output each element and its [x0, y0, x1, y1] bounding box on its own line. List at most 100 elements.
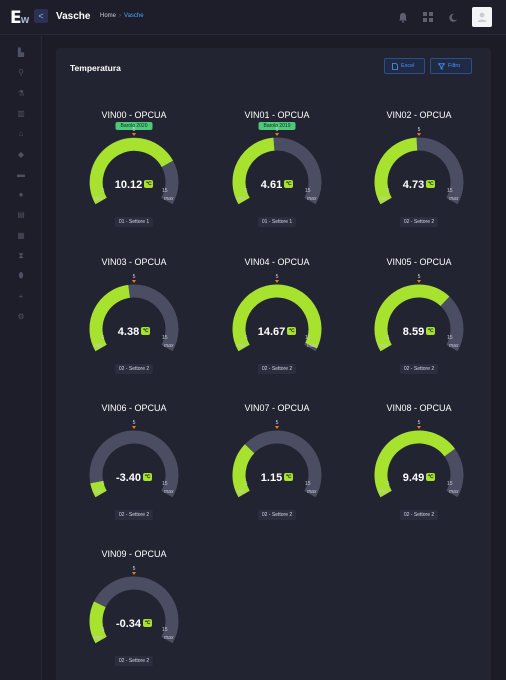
unit-icon: ℃ [144, 180, 154, 189]
min-label: min [94, 635, 103, 641]
max-value: 15 [162, 188, 168, 194]
hourglass-icon[interactable]: ⧗ [18, 251, 24, 260]
unit-icon: ℃ [284, 473, 294, 482]
gauge-fill [374, 284, 450, 352]
max-value: 15 [447, 188, 453, 194]
min-label: min [237, 196, 246, 202]
building-icon[interactable]: ⌂ [18, 129, 24, 139]
temperature-value: 1.15 [260, 472, 283, 484]
sector-badge: 02 - Settore 2 [257, 364, 297, 374]
breadcrumb-current[interactable]: Vasche [124, 13, 144, 19]
logo-sub-letter: W [20, 16, 30, 25]
setpoint-label: 5 [275, 419, 279, 426]
unit-icon: ℃ [284, 180, 294, 189]
temperature-value: -3.40 [115, 472, 142, 484]
gauge-3[interactable]: VIN03 - OPCUA 5 4.38 ℃ -5 15 min max 02 - Settor… [64, 257, 204, 387]
min-label: min [379, 489, 388, 495]
temperature-value: 10.12 [114, 179, 143, 191]
gauge-track [89, 430, 179, 498]
max-label: max [164, 489, 174, 495]
grid-icon[interactable] [422, 11, 434, 23]
max-label: max [307, 196, 317, 202]
min-value: -5 [385, 188, 390, 194]
card-title: Temperatura [70, 63, 121, 73]
gauge-value: -3.40 ℃ [64, 472, 204, 484]
setpoint-label: 5 [132, 126, 136, 133]
gauge-dial [89, 133, 179, 205]
setpoint-marker [275, 133, 279, 136]
max-value: 15 [162, 481, 168, 487]
gauge-0[interactable]: VIN00 - OPCUA Barolo 2020 5 10.12 ℃ -5 15 min ma… [64, 110, 204, 240]
gauge-value: 14.67 ℃ [207, 326, 347, 338]
gauge-value: 8.59 ℃ [349, 326, 489, 338]
gauge-dial [89, 426, 179, 498]
unit-icon: ℃ [426, 327, 436, 336]
setpoint-marker [132, 133, 136, 136]
gauge-fill [89, 137, 174, 205]
gauge-fill [374, 430, 455, 498]
min-value: -5 [385, 335, 390, 341]
gauge-4[interactable]: VIN04 - OPCUA 5 14.67 ℃ -5 15 min max 02 - Setto… [207, 257, 347, 387]
filter-button-label: Filtro [448, 63, 461, 69]
gauge-value: 1.15 ℃ [207, 472, 347, 484]
min-label: min [237, 343, 246, 349]
gauge-1[interactable]: VIN01 - OPCUA Barolo 2019 5 4.61 ℃ -5 15 min max… [207, 110, 347, 240]
min-value: -5 [100, 335, 105, 341]
gauge-fill [232, 137, 275, 205]
gauge-9[interactable]: VIN09 - OPCUA 5 -0.34 ℃ -5 15 min max 02 - Setto… [64, 549, 204, 679]
min-value: -5 [100, 188, 105, 194]
plus-icon[interactable]: + [18, 291, 24, 301]
tag-icon[interactable]: ◆ [17, 149, 25, 159]
min-value: -5 [243, 335, 248, 341]
min-label: min [94, 343, 103, 349]
temperature-card: Temperatura Excel Filtro VIN00 - OPCUA Ba… [56, 48, 491, 680]
gauge-2[interactable]: VIN02 - OPCUA 5 4.73 ℃ -5 15 min max 02 - Settor… [349, 110, 489, 240]
gauge-5[interactable]: VIN05 - OPCUA 5 8.59 ℃ -5 15 min max 02 - Settor… [349, 257, 489, 387]
moon-icon[interactable] [447, 11, 459, 23]
bell-icon[interactable] [397, 11, 409, 23]
database-icon[interactable]: ▤ [17, 210, 25, 220]
wine-glass-icon[interactable]: ⚲ [18, 68, 24, 78]
gauge-6[interactable]: VIN06 - OPCUA 5 -3.40 ℃ -5 15 min max 02 - Setto… [64, 403, 204, 533]
setpoint-marker [417, 133, 421, 136]
setpoint-label: 5 [132, 565, 136, 572]
excel-export-button[interactable]: Excel [384, 58, 425, 74]
drop-icon[interactable]: ⬮ [18, 271, 24, 281]
gauge-7[interactable]: VIN07 - OPCUA 5 1.15 ℃ -5 15 min max 02 - Settor… [207, 403, 347, 533]
sector-badge: 02 - Settore 2 [114, 510, 154, 520]
temperature-value: -0.34 [115, 618, 142, 630]
flask-icon[interactable]: ⚗ [17, 88, 25, 98]
app-logo[interactable]: EW [10, 8, 32, 28]
bell-icon[interactable]: ● [18, 190, 24, 200]
gauge-track [232, 430, 322, 498]
breadcrumb-home[interactable]: Home [100, 13, 117, 19]
max-label: max [164, 635, 174, 641]
filter-button[interactable]: Filtro [430, 58, 472, 74]
min-value: -5 [385, 481, 390, 487]
gauge-value: 4.38 ℃ [64, 326, 204, 338]
gauge-fill [232, 284, 322, 352]
gauge-8[interactable]: VIN08 - OPCUA 5 9.49 ℃ -5 15 min max 02 - Settor… [349, 403, 489, 533]
trash-icon[interactable]: ▥ [17, 108, 25, 118]
gauge-title: VIN03 - OPCUA [101, 257, 167, 267]
setpoint-label: 5 [417, 273, 421, 280]
gauge-dial [374, 426, 464, 498]
sector-badge: 01 - Settore 1 [257, 217, 297, 227]
setpoint-label: 5 [275, 273, 279, 280]
factory-icon[interactable]: ▙ [17, 48, 25, 57]
vintage-badge: Barolo 2020 [115, 122, 153, 130]
folder-icon[interactable]: ▬ [17, 169, 25, 179]
max-value: 15 [447, 335, 453, 341]
user-avatar[interactable] [472, 7, 492, 27]
barrel-icon[interactable]: ▦ [17, 230, 25, 240]
max-label: max [164, 343, 174, 349]
setpoint-label: 5 [417, 126, 421, 133]
vintage-badge: Barolo 2019 [258, 122, 296, 130]
setpoint-marker [132, 280, 136, 283]
setpoint-marker [417, 280, 421, 283]
sector-badge: 01 - Settore 1 [114, 217, 154, 227]
settings-icon[interactable]: ⚙ [17, 311, 25, 321]
gauge-title: VIN07 - OPCUA [244, 403, 310, 413]
excel-button-label: Excel [401, 63, 415, 69]
sidebar-collapse-button[interactable]: < [34, 9, 48, 23]
